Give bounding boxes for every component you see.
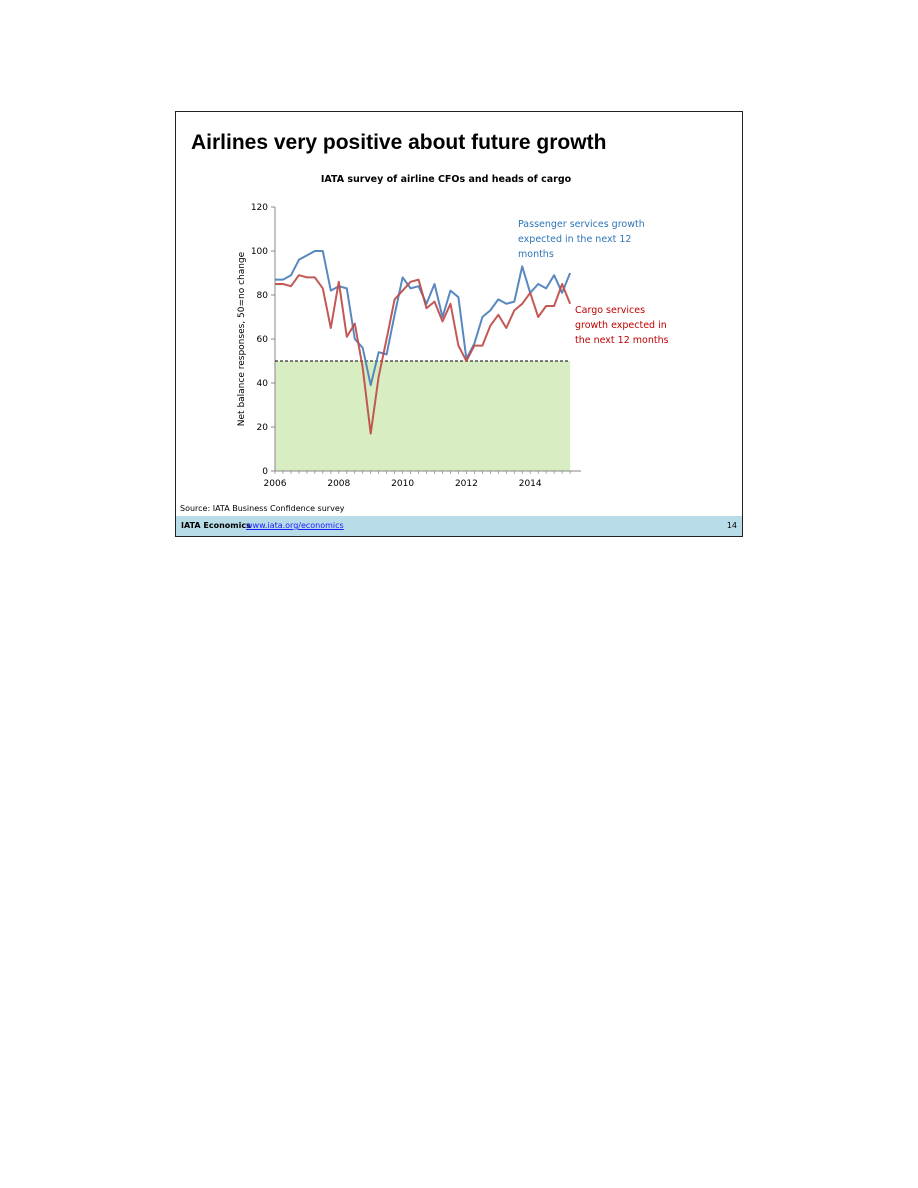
y-axis-label: Net balance responses, 50=no change xyxy=(237,251,247,426)
x-tick-label: 2014 xyxy=(519,479,542,489)
y-tick-label: 60 xyxy=(257,335,269,345)
y-tick-label: 20 xyxy=(257,423,269,433)
footer-brand: IATA Economics xyxy=(181,521,251,530)
cargo-series-label: Cargo services growth expected in the next… xyxy=(575,305,669,346)
y-tick-label: 40 xyxy=(257,379,269,389)
footer-bar: IATA Economics www.iata.org/economics 14 xyxy=(176,516,742,536)
x-tick-label: 2012 xyxy=(455,479,478,489)
footer-link[interactable]: www.iata.org/economics xyxy=(246,521,344,530)
x-tick-label: 2008 xyxy=(327,479,350,489)
chart-title: IATA survey of airline CFOs and heads of… xyxy=(321,174,572,185)
y-tick-label: 0 xyxy=(262,467,268,477)
passenger-series-label: Passenger services growth expected in the… xyxy=(518,219,645,260)
line-chart: IATA survey of airline CFOs and heads of… xyxy=(237,174,669,489)
shaded-region xyxy=(275,361,571,471)
cargo-series-line xyxy=(275,274,572,435)
x-tick-label: 2010 xyxy=(391,479,414,489)
x-tick-label: 2006 xyxy=(264,479,287,489)
y-tick-label: 100 xyxy=(251,247,268,257)
page-number: 14 xyxy=(726,521,737,530)
y-tick-label: 120 xyxy=(251,203,268,213)
slide: Airlines very positive about future grow… xyxy=(175,111,743,537)
source-note: Source: IATA Business Confidence survey xyxy=(180,504,345,513)
y-tick-label: 80 xyxy=(257,291,269,301)
slide-title: Airlines very positive about future grow… xyxy=(191,131,607,154)
